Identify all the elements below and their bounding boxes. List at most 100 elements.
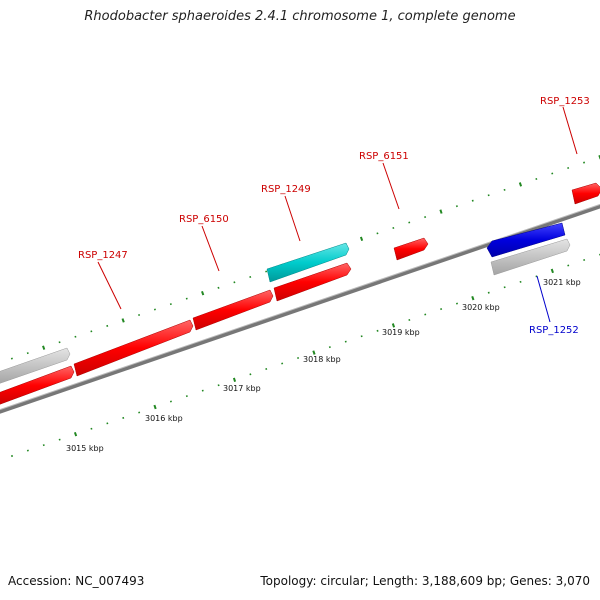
callout-rsp1249 — [284, 195, 301, 242]
outer-track-tick — [583, 161, 586, 164]
scale-tick — [391, 323, 396, 328]
outer-track-tick — [121, 318, 125, 323]
gene-block-rsp1252[interactable] — [486, 222, 566, 258]
outer-track-tick — [487, 194, 490, 197]
outer-track-tick — [169, 303, 172, 306]
scale-tick — [201, 389, 204, 392]
scale-tick — [232, 377, 237, 383]
scale-label-3017: 3017 kbp — [223, 384, 261, 393]
map-title: Rhodobacter sphaeroides 2.4.1 chromosome… — [84, 9, 516, 24]
scale-tick — [376, 329, 379, 332]
scale-tick — [503, 286, 506, 289]
outer-track-tick — [201, 290, 205, 296]
scale-tick — [26, 449, 29, 452]
outer-track-tick — [567, 167, 570, 170]
gene-block-rsp6150[interactable] — [192, 289, 274, 331]
outer-track-tick — [455, 205, 458, 208]
scale-tick — [265, 367, 268, 370]
outer-track-tick — [471, 199, 474, 202]
scale-tick — [217, 384, 220, 387]
scale-tick — [360, 335, 363, 338]
gene-label-rsp1247[interactable]: RSP_1247 — [78, 250, 128, 261]
scale-tick — [328, 346, 331, 349]
scale-tick — [42, 444, 45, 447]
callout-rsp1247 — [97, 261, 122, 310]
outer-track-tick — [138, 314, 141, 317]
scale-tick — [106, 422, 109, 425]
grey-feature-left[interactable] — [0, 347, 71, 384]
scale-tick — [90, 427, 93, 430]
scale-tick — [535, 275, 538, 278]
gene-block-rsp1249-partner[interactable] — [273, 262, 352, 302]
scale-tick — [153, 404, 157, 410]
scale-tick — [567, 264, 570, 267]
gene-label-rsp1249[interactable]: RSP_1249 — [261, 184, 311, 195]
accession-text: Accession: NC_007493 — [8, 574, 145, 588]
scale-tick — [169, 400, 172, 403]
gene-label-rsp6150[interactable]: RSP_6150 — [179, 214, 229, 225]
gene-label-rsp1252[interactable]: RSP_1252 — [529, 325, 579, 336]
outer-track-tick — [153, 308, 156, 311]
scale-tick — [249, 373, 252, 376]
scale-tick — [344, 340, 347, 343]
scale-tick — [73, 431, 78, 437]
gene-block-left[interactable] — [0, 365, 75, 405]
outer-track-tick — [408, 221, 411, 224]
outer-track-tick — [535, 177, 538, 180]
genome-summary-text: Topology: circular; Length: 3,188,609 bp… — [260, 574, 590, 588]
scale-tick — [297, 357, 300, 360]
callout-rsp1252 — [536, 275, 551, 323]
scale-tick — [471, 295, 475, 301]
scale-label-3019: 3019 kbp — [382, 328, 420, 337]
scale-tick — [122, 416, 125, 419]
callout-rsp6151 — [382, 162, 400, 210]
scale-tick-track — [10, 253, 600, 458]
gene-label-rsp1253[interactable]: RSP_1253 — [540, 96, 590, 107]
callout-rsp6150 — [201, 225, 220, 272]
scale-tick — [58, 438, 61, 441]
scale-label-3015: 3015 kbp — [66, 444, 104, 453]
grey-feature-right[interactable] — [490, 238, 571, 276]
callout-rsp1253 — [562, 106, 578, 155]
gene-block-rsp1247[interactable] — [73, 319, 194, 377]
outer-track-tick — [106, 324, 109, 327]
gene-block-rsp1249[interactable] — [266, 242, 350, 283]
scale-tick — [455, 302, 459, 305]
scale-tick — [550, 268, 554, 274]
outer-track-tick — [359, 236, 364, 242]
outer-track-tick — [58, 341, 61, 344]
gene-block-rsp6151[interactable] — [393, 237, 429, 261]
scale-tick — [583, 259, 586, 262]
outer-track-tick — [10, 357, 13, 360]
outer-track-tick — [439, 209, 443, 214]
outer-track-tick — [424, 216, 427, 219]
gene-label-rsp6151[interactable]: RSP_6151 — [359, 151, 409, 162]
scale-tick — [281, 362, 284, 365]
scale-tick — [312, 350, 316, 355]
scale-tick — [440, 308, 443, 311]
outer-track-tick — [233, 281, 236, 284]
outer-track-tick — [376, 232, 379, 235]
outer-track-tick — [42, 345, 46, 350]
scale-tick — [185, 395, 188, 398]
outer-track-tick — [265, 270, 268, 273]
scale-tick — [10, 454, 14, 458]
scale-tick — [408, 318, 411, 321]
outer-track-tick — [185, 297, 188, 300]
outer-track-tick — [90, 330, 93, 333]
outer-track-tick — [551, 172, 554, 175]
scale-tick — [424, 313, 427, 316]
scale-label-3020: 3020 kbp — [462, 303, 500, 312]
outer-track-tick — [392, 226, 395, 229]
outer-track-tick — [217, 286, 220, 289]
outer-track-tick — [503, 188, 506, 191]
scale-tick — [519, 280, 522, 283]
outer-track-tick — [518, 182, 523, 187]
gene-block-rsp1253[interactable] — [571, 182, 600, 205]
scale-tick — [138, 411, 141, 414]
scale-label-3021: 3021 kbp — [543, 278, 581, 287]
scale-tick — [487, 291, 490, 294]
outer-track-tick — [249, 275, 252, 278]
outer-track-tick — [26, 352, 29, 355]
